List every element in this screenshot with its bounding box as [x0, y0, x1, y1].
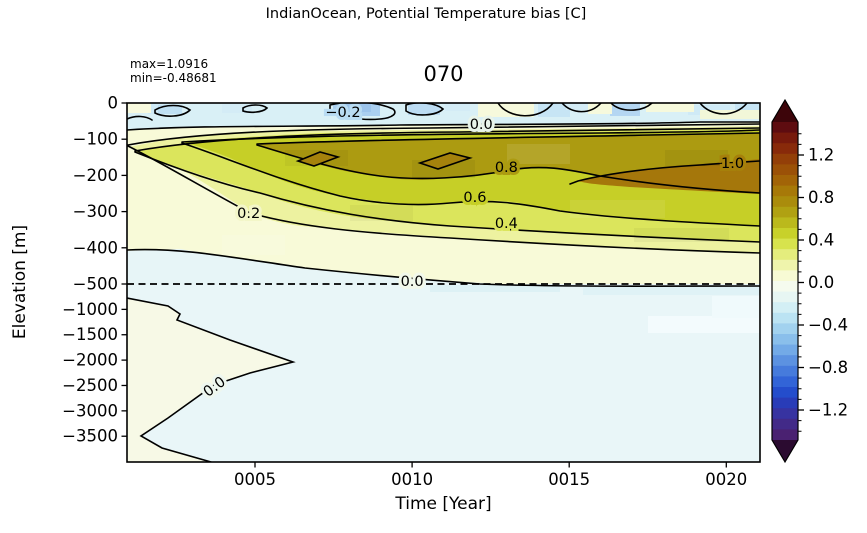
colorbar-segment [772, 122, 798, 134]
y-tick-label: −500 [73, 275, 118, 294]
colorbar-segment [772, 312, 798, 324]
y-tick-label: −1000 [62, 300, 118, 319]
colorbar-over-arrow [772, 100, 798, 122]
pixel-texture [222, 144, 729, 255]
colorbar: 1.2 0.8 0.4 0.0 −0.4 −0.8 −1.2 [771, 98, 848, 464]
colorbar-segment [772, 132, 798, 144]
maxmin-annotation: max=1.0916 min=-0.48681 [130, 57, 217, 85]
colorbar-segment [772, 196, 798, 208]
colorbar-segment [772, 334, 798, 346]
colorbar-segment [772, 217, 798, 229]
y-tick-label: −200 [73, 166, 118, 185]
colorbar-segment [772, 206, 798, 218]
colorbar-segment [772, 323, 798, 335]
colorbar-segment [772, 270, 798, 282]
plot-frame [126, 102, 761, 463]
colorbar-segment [772, 418, 798, 430]
colorbar-segment [772, 376, 798, 388]
colorbar-segment [772, 344, 798, 356]
colorbar-segment [772, 238, 798, 250]
colorbar-segment [772, 302, 798, 314]
colorbar-tick-label: −0.8 [808, 358, 848, 377]
contour-label: −0.2 [325, 105, 360, 121]
colorbar-segment [772, 228, 798, 240]
colorbar-outline [771, 98, 799, 464]
x-tick-label: 0010 [391, 470, 433, 489]
colorbar-segment [772, 355, 798, 367]
x-axis-label: Time [Year] [395, 494, 492, 514]
colorbar-segment [772, 387, 798, 399]
y-tick-label: −3000 [62, 401, 118, 420]
colorbar-segment [772, 143, 798, 155]
contour-label: 0.6 [463, 190, 486, 206]
x-tick-label: 0005 [234, 470, 276, 489]
contour-label: 0.8 [495, 160, 518, 176]
colorbar-segment [772, 291, 798, 303]
colorbar-segment [772, 185, 798, 197]
y-tick-label: −300 [73, 202, 118, 221]
contour-label: 0.4 [495, 216, 518, 232]
colorbar-segment [772, 397, 798, 409]
colorbar-tick-label: 1.2 [808, 146, 834, 165]
colorbar-segment [772, 429, 798, 441]
contour-label: 0.0 [470, 117, 493, 133]
colorbar-segment [772, 408, 798, 420]
axes-title: 070 [423, 62, 464, 86]
x-axis-ticks: 0005 0010 0015 0020 [234, 462, 747, 489]
colorbar-tick-label: 0.4 [808, 231, 834, 250]
colorbar-tick-label: −1.2 [808, 401, 848, 420]
y-tick-label: −100 [73, 130, 118, 149]
y-tick-label: −3500 [62, 427, 118, 446]
max-annotation: max=1.0916 [130, 57, 209, 71]
contour-lines [127, 103, 760, 462]
colorbar-segment [772, 164, 798, 176]
y-tick-label: −2000 [62, 351, 118, 370]
colorbar-segment [772, 259, 798, 271]
colorbar-segment [772, 365, 798, 377]
y-axis-ticks: 0 −100 −200 −300 −400 −500 −1000 −1500 −2000 −250… [62, 94, 127, 446]
colorbar-segment [772, 153, 798, 165]
colorbar-segment [772, 175, 798, 187]
x-tick-label: 0015 [548, 470, 590, 489]
colorbar-tick-label: −0.4 [808, 316, 848, 335]
y-tick-label: −1500 [62, 325, 118, 344]
colorbar-segment [772, 249, 798, 261]
contour-label: 1.0 [721, 156, 744, 172]
colorbar-tick-label: 0.0 [808, 273, 834, 292]
y-tick-label: −2500 [62, 376, 118, 395]
contour-label: 0.0 [401, 274, 424, 290]
y-tick-label: −400 [73, 238, 118, 257]
colorbar-tick-label: 0.8 [808, 188, 834, 207]
colorbar-segment [772, 281, 798, 293]
y-tick-label: 0 [108, 94, 119, 113]
min-annotation: min=-0.48681 [130, 71, 217, 85]
figure-suptitle: IndianOcean, Potential Temperature bias … [265, 6, 587, 22]
x-tick-label: 0020 [705, 470, 747, 489]
colorbar-under-arrow [772, 440, 798, 462]
contour-label: 0.2 [237, 206, 260, 222]
